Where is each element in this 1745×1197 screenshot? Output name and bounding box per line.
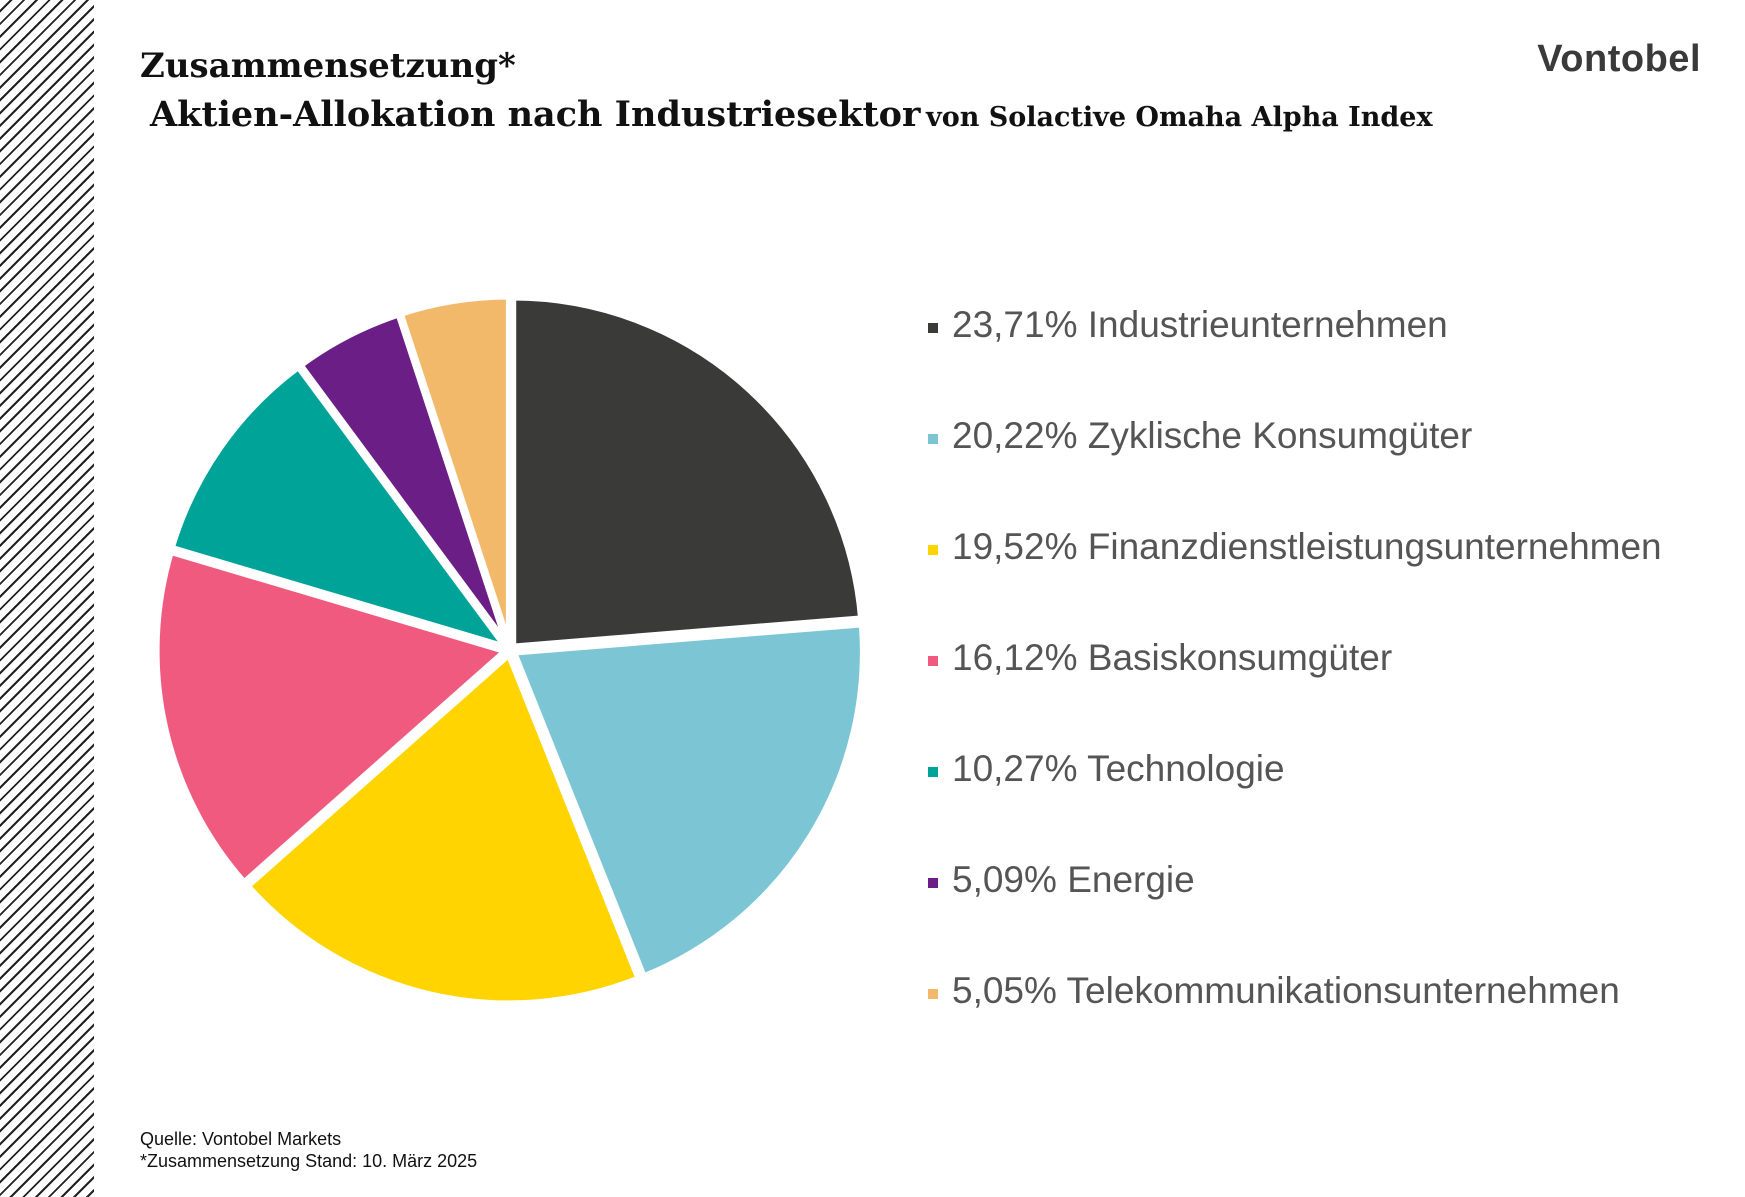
decorative-hatch-stripe: [0, 0, 94, 1197]
legend-swatch: [928, 989, 938, 999]
legend-label: 23,71% Industrieunternehmen: [952, 304, 1448, 345]
pie-slice-1: [509, 293, 866, 651]
legend-label: 5,09% Energie: [952, 859, 1195, 900]
pie-slice-3: [243, 650, 643, 1008]
pie-slice-4: [152, 547, 510, 887]
chart-subtitle-rest: von Solactive Omaha Alpha Index: [926, 102, 1433, 133]
legend-swatch: [928, 878, 938, 888]
chart-subtitle-main: Aktien-Allokation nach Industriesektor: [150, 94, 921, 135]
legend-item: 5,05% Telekommunikationsunternehmen: [928, 969, 1662, 1080]
legend-label: 20,22% Zyklische Konsumgüter: [952, 415, 1473, 456]
legend-label: 19,52% Finanzdienstleistungsunternehmen: [952, 526, 1662, 567]
legend-swatch: [928, 545, 938, 555]
legend-item: 20,22% Zyklische Konsumgüter: [928, 414, 1662, 525]
pie-chart: [152, 292, 867, 1008]
legend-label: 10,27% Technologie: [952, 748, 1285, 789]
pie-slice-2: [509, 620, 867, 981]
pie-slice-7: [396, 292, 513, 650]
chart-subtitle: Aktien-Allokation nach Industriesektor v…: [150, 94, 1433, 135]
legend-swatch: [928, 656, 938, 666]
legend-swatch: [928, 323, 938, 333]
brand-logo: Vontobel: [1537, 38, 1701, 80]
legend-item: 10,27% Technologie: [928, 747, 1662, 858]
legend-label: 16,12% Basiskonsumgüter: [952, 637, 1393, 678]
legend-label: 5,05% Telekommunikationsunternehmen: [952, 970, 1620, 1011]
legend-item: 19,52% Finanzdienstleistungsunternehmen: [928, 525, 1662, 636]
legend-swatch: [928, 434, 938, 444]
pie-slice-5: [167, 362, 511, 652]
legend-item: 16,12% Basiskonsumgüter: [928, 636, 1662, 747]
legend-swatch: [928, 767, 938, 777]
chart-legend: 23,71% Industrieunternehmen 20,22% Zyklis…: [928, 303, 1662, 1080]
chart-title: Zusammensetzung*: [140, 46, 516, 86]
legend-item: 5,09% Energie: [928, 858, 1662, 969]
footer: Quelle: Vontobel Markets *Zusammensetzun…: [140, 1128, 477, 1172]
date-note: *Zusammensetzung Stand: 10. März 2025: [140, 1151, 478, 1171]
legend-item: 23,71% Industrieunternehmen: [928, 303, 1662, 414]
source-note: Quelle: Vontobel Markets: [140, 1129, 342, 1149]
